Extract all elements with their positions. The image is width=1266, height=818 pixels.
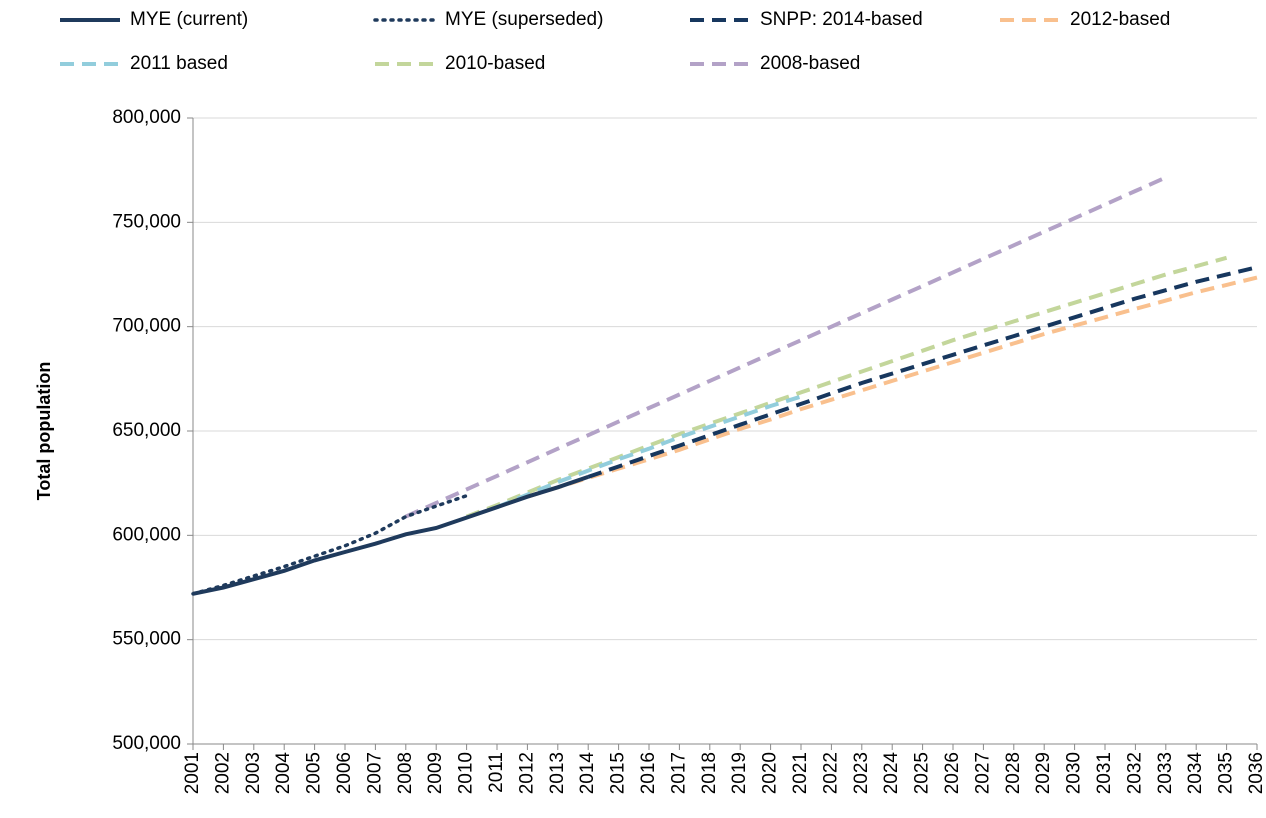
x-tick-label: 2026 xyxy=(942,752,963,794)
series-line xyxy=(404,175,1167,519)
x-tick-label: 2021 xyxy=(790,752,811,794)
x-tick-label: 2003 xyxy=(243,752,264,794)
x-tick-label: 2004 xyxy=(273,752,294,795)
legend-label: MYE (superseded) xyxy=(445,9,603,30)
x-tick-label: 2027 xyxy=(972,752,993,794)
x-tick-label: 2029 xyxy=(1033,752,1054,794)
legend-label: 2011 based xyxy=(130,53,228,74)
series-line xyxy=(526,275,1258,499)
x-tick-label: 2035 xyxy=(1216,752,1237,794)
legend-label: SNPP: 2014-based xyxy=(760,9,923,30)
x-tick-label: 2011 xyxy=(486,752,507,793)
x-tick-label: 2024 xyxy=(881,752,902,795)
x-tick-label: 2034 xyxy=(1185,752,1206,795)
x-tick-label: 2006 xyxy=(334,752,355,794)
x-tick-label: 2016 xyxy=(638,752,659,794)
series-line xyxy=(465,255,1228,519)
x-tick-label: 2005 xyxy=(304,752,325,794)
x-tick-label: 2015 xyxy=(608,752,629,794)
y-tick-label: 600,000 xyxy=(112,524,181,545)
x-tick-label: 2012 xyxy=(516,752,537,794)
y-tick-label: 750,000 xyxy=(112,211,181,232)
y-axis-label: Total population xyxy=(34,362,54,501)
x-tick-label: 2009 xyxy=(425,752,446,794)
y-tick-label: 700,000 xyxy=(112,316,181,337)
legend-label: 2012-based xyxy=(1070,9,1170,30)
x-tick-label: 2028 xyxy=(1003,752,1024,794)
x-tick-label: 2022 xyxy=(820,752,841,794)
legend-label: MYE (current) xyxy=(130,9,248,30)
x-tick-label: 2014 xyxy=(577,752,598,795)
x-tick-label: 2013 xyxy=(547,752,568,794)
x-tick-label: 2031 xyxy=(1094,752,1115,794)
x-tick-label: 2032 xyxy=(1124,752,1145,794)
x-tick-label: 2018 xyxy=(699,752,720,794)
x-tick-label: 2036 xyxy=(1246,752,1266,794)
x-tick-label: 2023 xyxy=(851,752,872,794)
x-tick-label: 2002 xyxy=(212,752,233,794)
x-tick-label: 2017 xyxy=(668,752,689,794)
legend-label: 2008-based xyxy=(760,53,860,74)
series-line xyxy=(587,265,1258,479)
x-tick-label: 2019 xyxy=(729,752,750,794)
legend-label: 2010-based xyxy=(445,53,545,74)
x-tick-label: 2030 xyxy=(1064,752,1085,794)
series-line xyxy=(192,475,589,596)
x-tick-label: 2010 xyxy=(456,752,477,794)
x-tick-label: 2033 xyxy=(1155,752,1176,794)
series-line xyxy=(191,493,469,596)
x-tick-label: 2025 xyxy=(912,752,933,794)
series-line xyxy=(496,394,802,510)
y-tick-label: 800,000 xyxy=(112,107,181,128)
y-tick-label: 550,000 xyxy=(112,629,181,650)
y-tick-label: 650,000 xyxy=(112,420,181,441)
x-tick-label: 2008 xyxy=(395,752,416,794)
y-tick-label: 500,000 xyxy=(112,733,181,754)
x-tick-label: 2001 xyxy=(182,752,203,794)
x-tick-label: 2007 xyxy=(364,752,385,794)
x-tick-label: 2020 xyxy=(760,752,781,794)
